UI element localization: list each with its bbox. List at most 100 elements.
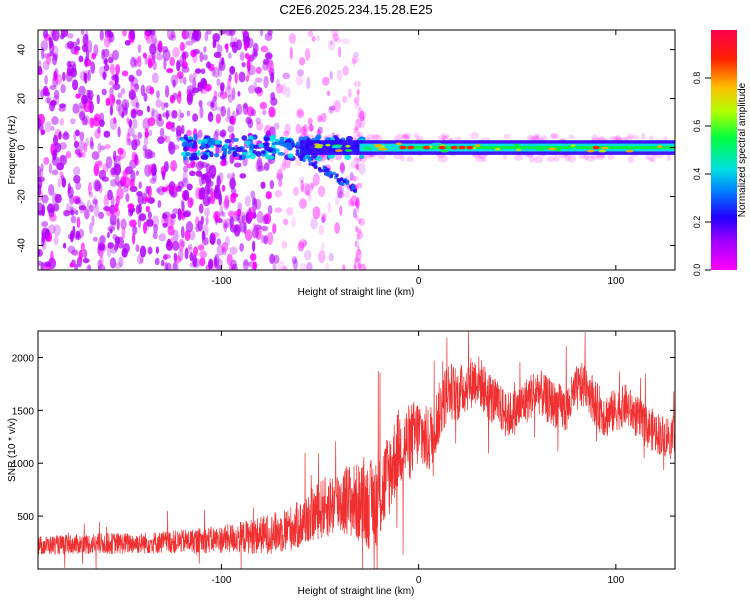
spectrogram-scatter-point bbox=[254, 77, 263, 83]
spectrogram-halo-point bbox=[416, 135, 424, 142]
spectrogram-band-point bbox=[219, 155, 226, 160]
spectrogram-scatter-point bbox=[68, 60, 76, 68]
spectrogram-scatter-point bbox=[321, 241, 325, 253]
spectrogram-scatter-point bbox=[166, 215, 174, 229]
spectrogram-core-point bbox=[331, 145, 342, 149]
spectrogram-scatter-point bbox=[83, 248, 88, 259]
spectrogram-band-point bbox=[238, 155, 243, 161]
spectrogram-halo-point bbox=[400, 154, 405, 162]
spectrogram-band-point bbox=[284, 142, 292, 149]
spectrogram-scatter-point bbox=[231, 87, 236, 101]
spectrogram-scatter-point bbox=[78, 152, 83, 158]
spectrogram-band-point bbox=[287, 153, 294, 159]
spectrogram-scatter-point bbox=[276, 169, 283, 180]
spectrogram-y-tick-label: -40 bbox=[17, 238, 28, 253]
spectrogram-scatter-point bbox=[336, 69, 342, 81]
spectrogram-scatter-point bbox=[99, 255, 104, 267]
spectrogram-scatter-point bbox=[210, 173, 215, 180]
spectrogram-scatter-point bbox=[217, 44, 223, 54]
spectrogram-band-point bbox=[344, 154, 352, 161]
spectrogram-scatter-point bbox=[186, 92, 193, 106]
spectrogram-scatter-point bbox=[53, 235, 59, 245]
spectrogram-scatter-point bbox=[60, 83, 66, 94]
spectrogram-scatter-point bbox=[172, 46, 180, 58]
spectrogram-scatter-point bbox=[65, 150, 72, 159]
spectrogram-scatter-point bbox=[218, 61, 226, 72]
spectrogram-scatter-point bbox=[262, 109, 267, 116]
spectrogram-halo-point bbox=[482, 156, 487, 162]
spectrogram-band-point bbox=[196, 150, 201, 157]
spectrogram-halo-point bbox=[454, 136, 462, 142]
spectrogram-marks bbox=[38, 30, 675, 270]
spectrogram-scatter-point bbox=[142, 52, 148, 59]
spectrogram-scatter-point bbox=[106, 245, 112, 258]
spectrogram-scatter-point bbox=[252, 240, 256, 252]
spectrogram-scatter-point bbox=[168, 188, 175, 196]
spectrogram-band-point bbox=[266, 146, 274, 153]
spectrogram-scatter-point bbox=[308, 124, 315, 132]
spectrogram-scatter-point bbox=[213, 40, 220, 48]
spectrogram-scatter-point bbox=[74, 196, 82, 206]
spectrogram-scatter-point bbox=[269, 253, 275, 265]
spectrogram-scatter-point bbox=[304, 48, 311, 61]
spectrogram-scatter-point bbox=[56, 162, 65, 171]
spectrogram-scatter-point bbox=[220, 105, 226, 117]
spectrogram-scatter-point bbox=[325, 262, 329, 270]
spectrogram-core-point bbox=[530, 143, 537, 147]
spectrogram-scatter-point bbox=[163, 58, 167, 71]
spectrogram-scatter-point bbox=[285, 86, 291, 98]
spectrogram-scatter-point bbox=[234, 72, 238, 84]
spectrogram-scatter-point bbox=[147, 117, 156, 127]
spectrogram-scatter-point bbox=[186, 163, 192, 169]
spectrogram-scatter-point bbox=[38, 260, 43, 267]
spectrogram-band-point bbox=[224, 138, 232, 144]
spectrogram-scatter-point bbox=[182, 211, 191, 218]
spectrogram-scatter-point bbox=[51, 30, 60, 42]
spectrogram-halo-point bbox=[553, 155, 560, 162]
spectrogram-scatter-point bbox=[113, 163, 122, 176]
snr-x-tick-label: 0 bbox=[416, 575, 422, 586]
spectrogram-band-point bbox=[214, 139, 221, 145]
spectrogram-scatter-point bbox=[137, 217, 142, 229]
spectrogram-scatter-point bbox=[75, 181, 82, 191]
spectrogram-scatter-point bbox=[184, 247, 189, 260]
spectrogram-scatter-point bbox=[249, 253, 257, 262]
spectrogram-core-point bbox=[598, 149, 607, 153]
colorbar-tick-label: 0.8 bbox=[692, 72, 702, 85]
spectrogram-scatter-point bbox=[329, 105, 336, 111]
spectrogram-core-point bbox=[388, 148, 395, 152]
spectrogram-scatter-point bbox=[225, 116, 231, 122]
spectrogram-streak-point bbox=[353, 97, 357, 104]
spectrogram-scatter-point bbox=[143, 136, 149, 147]
spectrogram-streak-point bbox=[353, 127, 357, 134]
spectrogram-scatter-point bbox=[227, 78, 231, 91]
spectrogram-scatter-point bbox=[226, 172, 233, 180]
spectrogram-scatter-point bbox=[251, 108, 257, 117]
spectrogram-scatter-point bbox=[67, 33, 74, 39]
spectrogram-scatter-point bbox=[73, 131, 77, 142]
spectrogram-scatter-point bbox=[121, 226, 126, 239]
spectrogram-scatter-point bbox=[114, 73, 119, 86]
spectrogram-scatter-point bbox=[333, 99, 341, 113]
spectrogram-streak-point bbox=[357, 249, 361, 256]
spectrogram-scatter-point bbox=[72, 79, 79, 91]
spectrogram-scatter-point bbox=[63, 242, 67, 249]
spectrogram-halo-point bbox=[405, 135, 411, 142]
spectrogram-scatter-point bbox=[129, 30, 135, 41]
spectrogram-band-point bbox=[202, 154, 209, 160]
spectrogram-scatter-point bbox=[114, 236, 121, 245]
spectrogram-scatter-point bbox=[255, 117, 262, 125]
spectrogram-scatter-point bbox=[312, 173, 320, 186]
spectrogram-scatter-point bbox=[303, 249, 312, 261]
spectrogram-band-point bbox=[213, 152, 220, 158]
spectrogram-scatter-point bbox=[192, 51, 198, 64]
spectrogram-arm-point bbox=[299, 157, 304, 161]
spectrogram-halo-point bbox=[663, 136, 668, 141]
spectrogram-scatter-point bbox=[117, 147, 124, 155]
spectrogram-scatter-point bbox=[130, 81, 135, 93]
spectrogram-scatter-point bbox=[192, 48, 200, 55]
spectrogram-streak-point bbox=[356, 233, 360, 240]
spectrogram-scatter-point bbox=[224, 218, 232, 229]
spectrogram-scatter-point bbox=[80, 242, 85, 252]
spectrogram-scatter-point bbox=[38, 60, 42, 68]
